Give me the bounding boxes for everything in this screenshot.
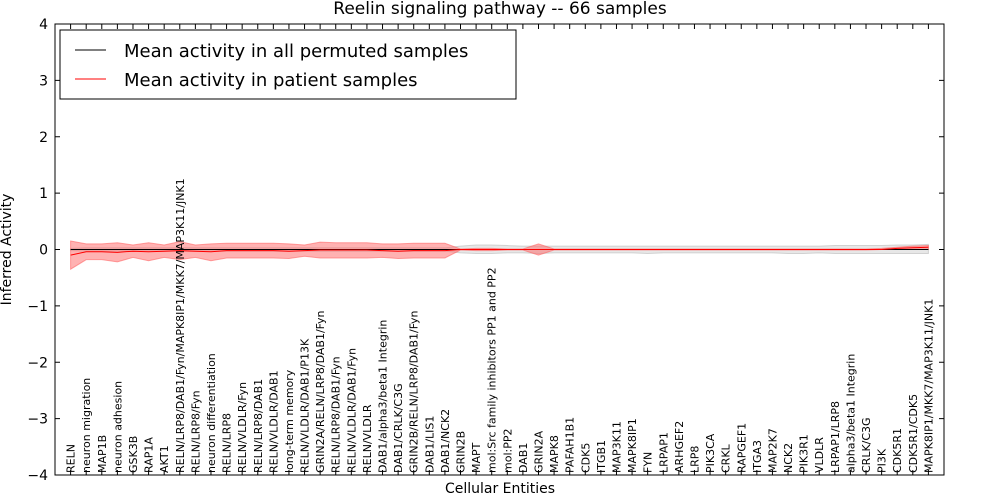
x-tick-label: CDK5 bbox=[579, 443, 592, 473]
x-tick-label: CRLK/C3G bbox=[860, 417, 873, 473]
x-tick-label: RELN/LRP8/DAB1/Fyn bbox=[330, 356, 343, 473]
x-tick-label: long-term memory bbox=[283, 369, 296, 473]
x-tick-label: DAB1/CRLK/C3G bbox=[392, 383, 405, 473]
x-axis: RELN neuron migration MAP1B neuron adhesion… bbox=[65, 24, 935, 475]
x-tick-label: mol:Src family inhibitors PP1 and PP2 bbox=[486, 267, 499, 473]
x-tick-label: RELN/LRP8 bbox=[221, 413, 234, 473]
x-tick-label: CDK5R1/CDK5 bbox=[907, 394, 920, 473]
x-tick-label: GRIN2B/RELN/LRP8/DAB1/Fyn bbox=[408, 310, 421, 473]
x-tick-label: RELN/VLDLR bbox=[361, 404, 374, 473]
x-tick-label: DAB1/alpha3/beta1 Integrin bbox=[377, 320, 390, 473]
x-tick-label: neuron migration bbox=[80, 378, 93, 473]
x-tick-label: MAPK8IP1 bbox=[626, 418, 639, 473]
x-tick-label: RELN/LRP8/DAB1/Fyn/MAPK8IP1/MKK7/MAP3K11… bbox=[174, 178, 187, 473]
x-tick-label: MAPK8IP1/MKK7/MAP3K11/JNK1 bbox=[922, 299, 935, 473]
x-tick-label: RELN/LRP8/Fyn bbox=[189, 390, 202, 473]
x-tick-label: DAB1 bbox=[517, 443, 530, 473]
x-tick-label: CDK5R1 bbox=[891, 428, 904, 473]
y-axis-label: Inferred Activity bbox=[0, 194, 15, 306]
x-tick-label: GRIN2A bbox=[532, 430, 545, 473]
x-tick-label: neuron differentiation bbox=[205, 353, 218, 473]
x-tick-label: neuron adhesion bbox=[111, 381, 124, 473]
y-tick-label: 1 bbox=[39, 186, 48, 202]
x-tick-label: RAPGEF1 bbox=[735, 423, 748, 473]
x-tick-label: ITGB1 bbox=[595, 440, 608, 473]
series-line-patient bbox=[70, 246, 929, 256]
x-tick-label: GRIN2B bbox=[455, 431, 468, 473]
x-tick-label: alpha3/beta1 Integrin bbox=[844, 354, 857, 473]
x-tick-label: NCK2 bbox=[782, 443, 795, 473]
x-tick-label: RAP1A bbox=[143, 437, 156, 473]
x-tick-label: GRIN2A/RELN/LRP8/DAB1/Fyn bbox=[314, 310, 327, 473]
legend-label-permuted: Mean activity in all permuted samples bbox=[124, 41, 468, 62]
x-tick-label: RELN/VLDLR/DAB1 bbox=[267, 370, 280, 473]
x-tick-label: mol:PP2 bbox=[501, 429, 514, 473]
x-tick-label: PIK3R1 bbox=[798, 434, 811, 473]
x-tick-label: PI3K bbox=[876, 448, 889, 473]
x-axis-label: Cellular Entities bbox=[445, 481, 555, 497]
x-tick-label: PIK3CA bbox=[704, 433, 717, 473]
x-tick-label: MAP3K11 bbox=[610, 421, 623, 473]
x-tick-label: RELN/VLDLR/DAB1/Fyn bbox=[345, 348, 358, 473]
x-tick-label: MAPT bbox=[470, 442, 483, 473]
x-tick-label: AKT1 bbox=[158, 445, 171, 473]
series-lines bbox=[70, 246, 929, 256]
chart-title: Reelin signaling pathway -- 66 samples bbox=[333, 0, 667, 19]
x-tick-label: FYN bbox=[642, 452, 655, 473]
y-tick-label: −4 bbox=[27, 468, 48, 484]
x-tick-label: LRPAP1/LRP8 bbox=[829, 401, 842, 473]
x-tick-label: ARHGEF2 bbox=[673, 421, 686, 473]
x-tick-label: LRPAP1 bbox=[657, 432, 670, 473]
x-tick-label: LRP8 bbox=[688, 446, 701, 473]
x-tick-label: RELN/VLDLR/DAB1/P13K bbox=[299, 338, 312, 473]
legend-label-patient: Mean activity in patient samples bbox=[124, 70, 418, 91]
x-tick-label: CRKL bbox=[720, 443, 733, 473]
y-tick-label: 2 bbox=[39, 130, 48, 146]
y-tick-label: −3 bbox=[27, 412, 48, 428]
x-tick-label: DAB1/NCK2 bbox=[439, 409, 452, 473]
y-tick-label: 4 bbox=[39, 17, 48, 33]
y-tick-label: −1 bbox=[27, 299, 48, 315]
y-tick-label: 0 bbox=[39, 243, 48, 259]
x-tick-label: VLDLR bbox=[813, 437, 826, 473]
x-tick-label: MAPK8 bbox=[548, 435, 561, 473]
legend: Mean activity in all permuted samples Me… bbox=[59, 29, 517, 100]
x-tick-label: ITGA3 bbox=[751, 440, 764, 473]
y-tick-label: −2 bbox=[27, 355, 48, 371]
legend-box bbox=[59, 29, 517, 100]
x-tick-label: RELN bbox=[65, 444, 78, 473]
x-tick-label: MAP1B bbox=[96, 435, 109, 473]
x-tick-label: RELN/LRP8/DAB1 bbox=[252, 379, 265, 473]
y-tick-label: 3 bbox=[39, 73, 48, 89]
confidence-bands bbox=[70, 240, 929, 271]
x-tick-label: GSK3B bbox=[127, 436, 140, 473]
x-tick-label: PAFAH1B1 bbox=[564, 417, 577, 473]
y-axis: −4 −3 −2 −1 0 1 2 3 4 bbox=[27, 17, 944, 484]
x-tick-label: DAB1/LIS1 bbox=[423, 416, 436, 473]
x-tick-label: RELN/VLDLR/Fyn bbox=[236, 382, 249, 473]
x-tick-label: MAP2K7 bbox=[766, 428, 779, 473]
